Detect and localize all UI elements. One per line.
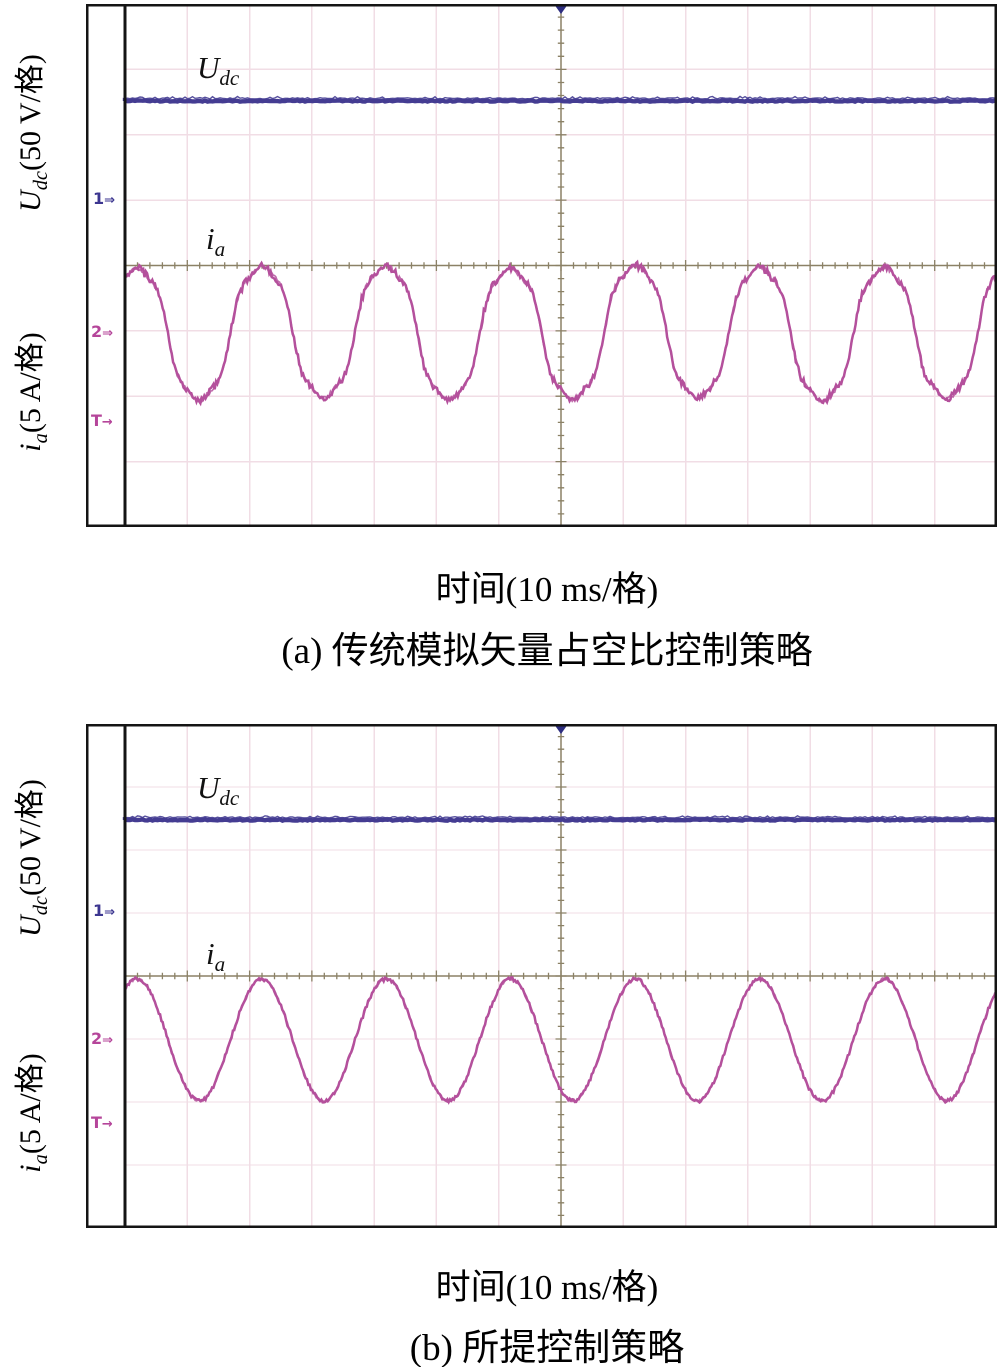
y-axis-label-udc-b: Udc(50 V/格) — [14, 779, 52, 937]
ia-trace — [124, 976, 997, 1104]
panel-caption-b: (b) 所提控制策略 — [409, 1328, 685, 1367]
ia-trace — [124, 262, 997, 404]
vertical-axis-ticks — [555, 724, 567, 1228]
udc-trace — [122, 817, 996, 823]
x-axis-label-b: 时间(10 ms/格) — [435, 1268, 659, 1307]
channel1-marker-b: 1⇒ — [93, 901, 116, 920]
udc-trace — [122, 97, 996, 104]
channel2-marker-a: 2⇒ — [91, 322, 114, 341]
screen-border — [86, 4, 997, 527]
trace-label-ia-a: ia — [206, 221, 226, 262]
udc-trace-ripple — [124, 814, 996, 819]
trace-label-ia-b: ia — [206, 936, 226, 977]
trace-label-udc-a: Udc — [197, 50, 240, 91]
trigger-position-icon — [555, 725, 567, 734]
y-axis-label-ia-b: ia(5 A/格) — [14, 1053, 52, 1173]
x-axis-label-a: 时间(10 ms/格) — [435, 570, 659, 609]
channel2-marker-b: 2⇒ — [91, 1029, 114, 1048]
trigger-level-marker-a: T→ — [91, 411, 113, 430]
vertical-axis-ticks — [555, 4, 567, 527]
oscilloscope-screen-a — [86, 4, 997, 527]
udc-trace-ripple — [124, 95, 996, 100]
oscilloscope-screen-b — [86, 724, 997, 1228]
y-axis-label-udc-a: Udc(50 V/格) — [14, 54, 52, 212]
channel1-marker-a: 1⇒ — [93, 189, 116, 208]
trigger-position-icon — [555, 5, 567, 14]
y-axis-label-ia-a: ia(5 A/格) — [14, 332, 52, 452]
screen-border — [86, 724, 997, 1228]
trigger-level-marker-b: T→ — [91, 1113, 113, 1132]
trace-label-udc-b: Udc — [197, 770, 240, 811]
panel-caption-a: (a) 传统模拟矢量占空比控制策略 — [281, 631, 813, 672]
